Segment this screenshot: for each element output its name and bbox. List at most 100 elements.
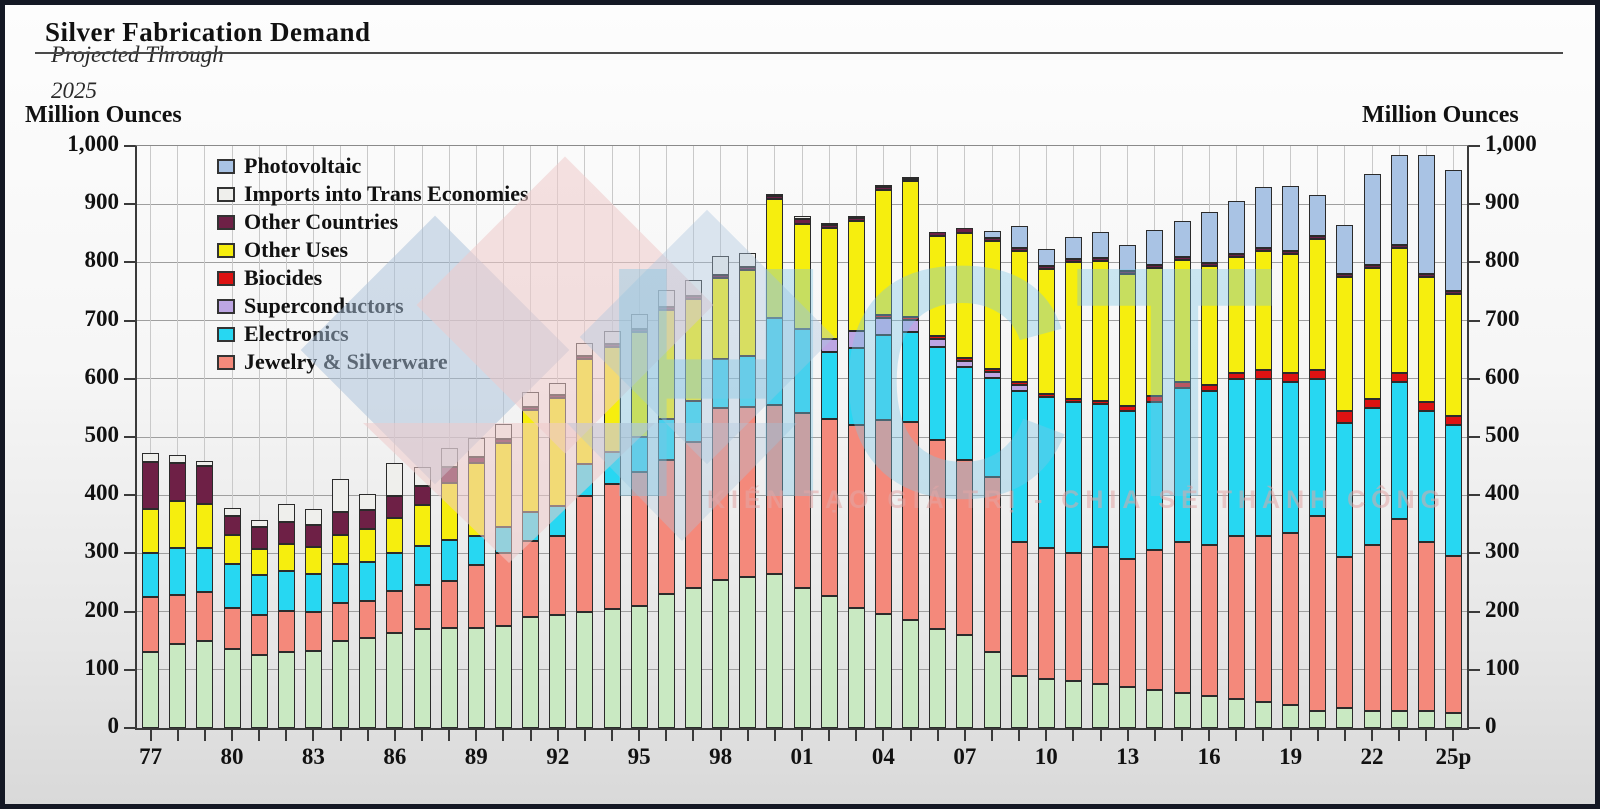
x-axis-tick xyxy=(393,728,396,741)
y-axis-tick xyxy=(124,319,135,322)
bar-segment-electronics xyxy=(630,437,648,472)
bar-segment-electronics xyxy=(1092,404,1110,547)
bar-segment-other-countries xyxy=(196,466,214,504)
bar-segment-jewelry-silverware xyxy=(820,419,838,596)
bar-segment-other-countries xyxy=(847,218,865,221)
bar-segment-jewelry-silverware xyxy=(739,407,757,577)
bar-segment-electronics xyxy=(1064,402,1082,553)
bar-segment-electronics xyxy=(793,329,811,413)
stacked-bar-99 xyxy=(739,253,757,728)
bar-segment-green-unlabeled xyxy=(142,652,160,728)
y-axis-label: 200 xyxy=(84,596,120,622)
bar-segment-other-uses xyxy=(1146,268,1164,396)
x-axis-label: 19 xyxy=(1279,744,1303,769)
stacked-bar-20 xyxy=(1309,195,1327,728)
bar-segment-biocides xyxy=(929,336,947,339)
bar-segment-electronics xyxy=(603,452,621,484)
bar-segment-other-countries xyxy=(223,516,241,535)
y-axis-tick xyxy=(124,261,135,264)
bar-segment-jewelry-silverware xyxy=(1390,519,1408,711)
bar-segment-biocides xyxy=(1417,402,1435,411)
y-axis-label: 500 xyxy=(84,422,120,447)
bar-segment-other-countries xyxy=(793,219,811,224)
bar-segment-biocides xyxy=(1254,370,1272,379)
bar-segment-other-uses xyxy=(1227,257,1245,373)
stacked-bar-91 xyxy=(522,392,540,728)
year-gridline xyxy=(285,146,287,728)
bar-segment-electronics xyxy=(1444,425,1462,556)
bar-segment-imports-trans-economies xyxy=(494,424,512,439)
bar-segment-green-unlabeled xyxy=(1227,699,1245,728)
x-axis-tick xyxy=(475,728,478,741)
bar-segment-electronics xyxy=(1309,379,1327,516)
x-axis-tick xyxy=(855,728,858,741)
bar-segment-other-countries xyxy=(413,486,431,505)
x-axis-tick xyxy=(665,728,668,741)
bar-segment-jewelry-silverware xyxy=(1037,548,1055,679)
bar-segment-photovoltaic xyxy=(1173,221,1191,257)
y-axis-tick xyxy=(1469,668,1480,671)
bar-segment-jewelry-silverware xyxy=(793,413,811,588)
bar-segment-green-unlabeled xyxy=(956,635,974,728)
bar-segment-electronics xyxy=(657,419,675,460)
bar-segment-green-unlabeled xyxy=(1309,711,1327,728)
x-axis-label: 16 xyxy=(1197,744,1221,769)
bar-segment-imports-trans-economies xyxy=(657,290,675,307)
bar-segment-imports-trans-economies xyxy=(712,256,730,275)
legend-item-biocides: Biocides xyxy=(217,264,529,292)
x-axis-tick xyxy=(1072,728,1075,741)
stacked-bar-16 xyxy=(1200,212,1218,728)
legend-swatch-photovoltaic xyxy=(217,158,235,174)
bar-segment-jewelry-silverware xyxy=(1363,545,1381,711)
stacked-bar-09 xyxy=(1010,226,1028,728)
bar-segment-biocides xyxy=(1444,416,1462,425)
bar-segment-jewelry-silverware xyxy=(902,422,920,620)
legend-swatch-biocides xyxy=(217,270,235,286)
x-axis-tick xyxy=(312,728,315,741)
bar-segment-electronics xyxy=(142,553,160,597)
bar-segment-other-uses xyxy=(386,518,404,553)
bar-segment-jewelry-silverware xyxy=(603,484,621,609)
bar-segment-electronics xyxy=(712,359,730,408)
bar-segment-superconductors xyxy=(983,372,1001,378)
bar-segment-electronics xyxy=(1010,391,1028,542)
bar-segment-electronics xyxy=(576,464,594,496)
x-axis-tick xyxy=(1126,728,1129,741)
bar-segment-electronics xyxy=(169,548,187,595)
x-axis-tick xyxy=(909,728,912,741)
bar-segment-jewelry-silverware xyxy=(413,585,431,629)
x-axis-tick xyxy=(1398,728,1401,741)
bar-segment-other-uses xyxy=(576,359,594,464)
bar-segment-green-unlabeled xyxy=(1444,713,1462,728)
legend-label: Jewelry & Silverware xyxy=(244,349,448,374)
bar-segment-jewelry-silverware xyxy=(1254,536,1272,702)
bar-segment-jewelry-silverware xyxy=(630,472,648,606)
chart-plot-area: Photovoltaic Imports into Trans Economies… xyxy=(67,131,1537,769)
bar-segment-jewelry-silverware xyxy=(1119,559,1137,687)
bar-segment-other-countries xyxy=(1227,254,1245,257)
stacked-bar-10 xyxy=(1037,249,1055,728)
bar-segment-electronics xyxy=(223,564,241,608)
x-axis-tick xyxy=(773,728,776,741)
x-axis-label: 07 xyxy=(953,744,977,769)
bar-segment-photovoltaic xyxy=(1417,155,1435,274)
x-axis-label: 89 xyxy=(464,744,488,769)
x-axis-tick xyxy=(285,728,288,741)
y-axis-tick xyxy=(1469,261,1480,264)
bar-segment-other-countries xyxy=(1336,274,1354,277)
bar-segment-superconductors xyxy=(874,318,892,335)
bar-segment-electronics xyxy=(1227,379,1245,536)
legend-item-other-countries: Other Countries xyxy=(217,208,529,236)
year-gridline xyxy=(177,146,179,728)
stacked-bar-86 xyxy=(386,463,404,728)
bar-segment-photovoltaic xyxy=(983,231,1001,238)
bar-segment-electronics xyxy=(196,548,214,592)
bar-segment-biocides xyxy=(1010,382,1028,385)
bar-segment-other-uses xyxy=(1444,294,1462,416)
y-axis-label: 300 xyxy=(84,538,120,564)
bar-segment-electronics xyxy=(983,378,1001,477)
y-axis-label: 600 xyxy=(1485,363,1520,389)
y-axis-unit-right: Million Ounces xyxy=(1362,102,1519,128)
bar-segment-jewelry-silverware xyxy=(1173,542,1191,693)
bar-segment-imports-trans-economies xyxy=(603,331,621,344)
